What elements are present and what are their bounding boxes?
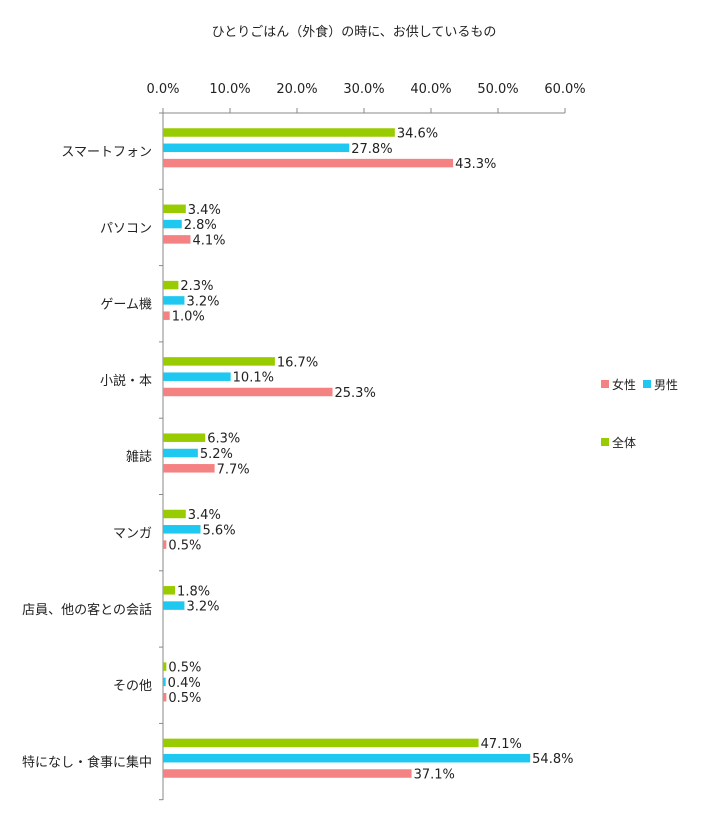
legend-label: 全体: [612, 435, 636, 450]
bar: [163, 677, 166, 687]
legend-label: 男性: [654, 378, 678, 392]
data-label: 4.1%: [192, 233, 225, 248]
category-label: その他: [113, 679, 152, 694]
data-label: 3.2%: [186, 294, 219, 309]
bar: [163, 158, 454, 168]
data-label: 16.7%: [277, 355, 318, 370]
x-tick-label: 20.0%: [276, 82, 317, 97]
category-label: 雑誌: [126, 449, 152, 465]
bar: [163, 692, 167, 702]
legend-swatch: [601, 380, 609, 388]
bar: [163, 128, 395, 137]
bar: [163, 311, 170, 320]
x-tick-label: 60.0%: [544, 82, 585, 97]
data-label: 3.4%: [188, 203, 221, 218]
bar: [163, 464, 215, 473]
bar: [163, 280, 179, 290]
x-tick-label: 30.0%: [343, 82, 384, 97]
data-label: 10.1%: [233, 371, 274, 386]
x-tick-label: 40.0%: [410, 82, 451, 97]
data-label: 2.8%: [184, 218, 217, 233]
bar: [163, 143, 350, 153]
bar: [163, 357, 275, 366]
data-label: 5.2%: [200, 447, 233, 462]
bar: [163, 296, 185, 305]
bar: [163, 753, 531, 763]
x-axis: 0.0% 10.0% 20.0% 30.0% 40.0% 50.0% 60.0%: [146, 82, 586, 114]
category-label: 特になし・食事に集中: [22, 754, 152, 770]
data-label: 47.1%: [481, 737, 522, 752]
legend-label: 女性: [612, 377, 636, 392]
data-label: 54.8%: [532, 752, 573, 767]
bar: [163, 219, 182, 229]
data-label: 34.6%: [397, 127, 438, 142]
bar: [163, 204, 186, 214]
data-label: 1.0%: [172, 310, 205, 325]
data-label: 27.8%: [351, 142, 392, 157]
data-label: 1.8%: [177, 584, 210, 599]
data-label: 3.2%: [186, 600, 219, 615]
x-tick-label: 10.0%: [209, 82, 250, 97]
data-label: 7.7%: [217, 462, 250, 477]
bar: [163, 448, 198, 458]
x-tick-label: 0.0%: [146, 82, 179, 97]
bar: [163, 540, 167, 549]
category-label: ゲーム機: [100, 298, 152, 313]
bar: [163, 601, 185, 610]
bar: [163, 662, 167, 671]
legend-swatch: [643, 380, 651, 388]
data-label: 5.6%: [203, 523, 236, 538]
bar: [163, 235, 191, 244]
data-label: 0.4%: [168, 676, 201, 691]
data-label: 2.3%: [180, 279, 213, 294]
bar: [163, 372, 231, 381]
data-label: 43.3%: [455, 157, 496, 172]
data-label: 6.3%: [207, 432, 240, 447]
bar: [163, 433, 206, 442]
bars-group: 34.6%27.8%43.3%3.4%2.8%4.1%2.3%3.2%1.0%1…: [163, 127, 573, 783]
chart-title: ひとりごはん（外食）の時に、お供しているもの: [212, 24, 497, 40]
bar: [163, 738, 479, 748]
data-label: 37.1%: [414, 768, 455, 783]
y-axis: スマートフォンパソコンゲーム機小説・本雑誌マンガ店員、他の客との会話その他特にな…: [22, 112, 164, 801]
category-label: マンガ: [113, 527, 152, 542]
category-label: 店員、他の客との会話: [22, 602, 152, 618]
legend-swatch: [601, 438, 609, 446]
bar: [163, 509, 186, 519]
data-label: 0.5%: [168, 539, 201, 554]
data-label: 25.3%: [335, 386, 376, 401]
category-label: 小説・本: [100, 373, 152, 389]
data-label: 0.5%: [168, 661, 201, 676]
bar: [163, 525, 201, 534]
bar: [163, 586, 176, 595]
x-tick-label: 50.0%: [477, 82, 518, 97]
category-label: パソコン: [100, 221, 152, 236]
data-label: 0.5%: [168, 691, 201, 706]
bar: [163, 769, 412, 778]
data-label: 3.4%: [188, 508, 221, 523]
bar: [163, 387, 333, 397]
category-label: スマートフォン: [61, 145, 152, 160]
